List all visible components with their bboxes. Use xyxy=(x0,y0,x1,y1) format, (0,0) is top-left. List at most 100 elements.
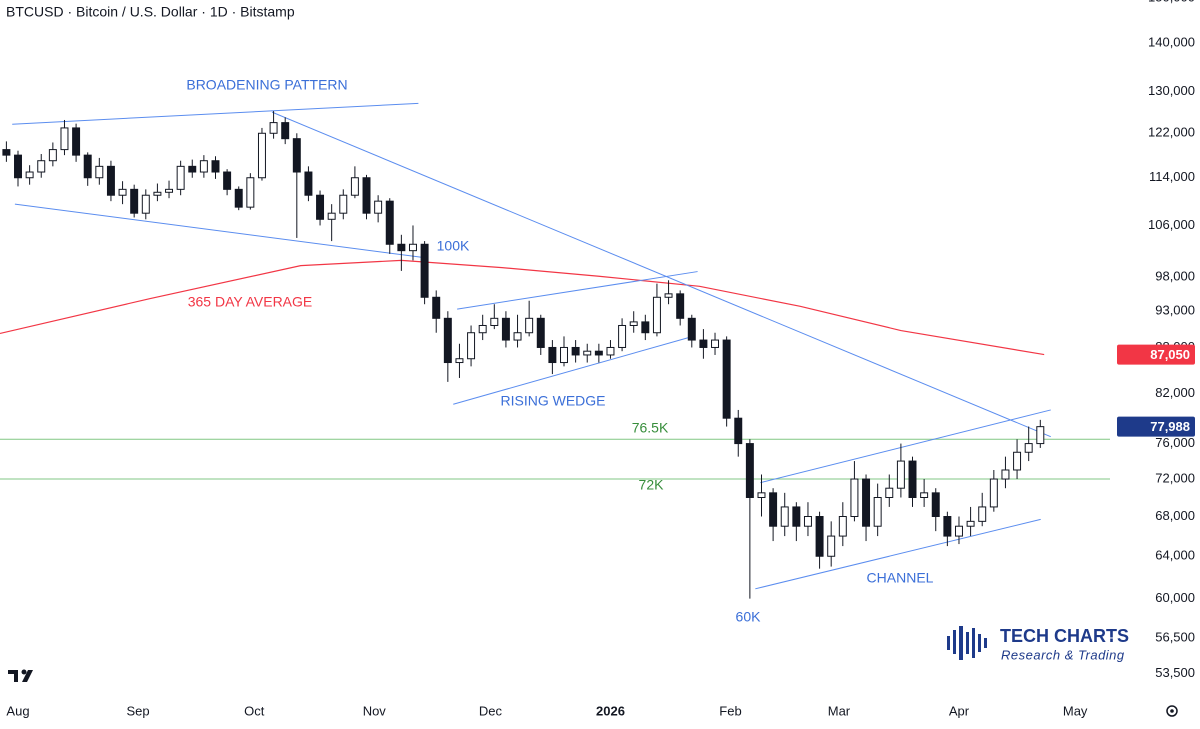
candle-body xyxy=(188,165,197,173)
candle-body xyxy=(850,478,859,518)
candle-body xyxy=(478,324,487,334)
candle-body xyxy=(606,346,615,356)
candle-body xyxy=(792,506,801,527)
y-tick-label: 56,500 xyxy=(1155,629,1195,644)
candle-body xyxy=(1036,426,1045,445)
y-tick-label: 76,000 xyxy=(1155,435,1195,450)
candle-body xyxy=(769,492,778,527)
candle-body xyxy=(153,191,162,196)
trendline xyxy=(271,111,1051,438)
x-tick-label: Aug xyxy=(6,703,29,718)
candle-body xyxy=(536,317,545,348)
candle-body xyxy=(885,487,894,499)
price-badge xyxy=(1117,344,1195,365)
candle-body xyxy=(72,127,81,156)
candle-body xyxy=(2,149,11,156)
candle-body xyxy=(176,165,185,190)
candle-body xyxy=(641,321,650,334)
candle-body xyxy=(652,296,661,334)
candle-body xyxy=(48,149,57,162)
candle-body xyxy=(165,188,174,193)
candle-body xyxy=(711,339,720,348)
annotation: BROADENING PATTERN xyxy=(186,77,347,93)
annotation: 100K xyxy=(437,238,470,254)
candle-body xyxy=(257,132,266,179)
y-tick-label: 72,000 xyxy=(1155,470,1195,485)
candle-body xyxy=(943,516,952,537)
price-badge xyxy=(1117,416,1195,437)
candle-body xyxy=(95,165,104,179)
candle-body xyxy=(513,332,522,341)
axes: 53,500 56,500 60,000 64,000 68,000 72,000 76,0… xyxy=(6,0,1195,718)
y-tick-label: 53,500 xyxy=(1155,665,1195,680)
brand-logo-icon xyxy=(947,626,987,660)
candle-body xyxy=(130,188,139,214)
trendline xyxy=(12,102,419,125)
candle-body xyxy=(1013,451,1022,471)
overlays xyxy=(0,102,1110,590)
candle-body xyxy=(664,293,673,298)
x-tick-label: May xyxy=(1063,703,1088,718)
candle-body xyxy=(385,200,394,245)
candle-body xyxy=(467,332,476,360)
candle-body xyxy=(548,346,557,364)
y-tick-label: 130,000 xyxy=(1148,83,1195,98)
y-tick-label: 114,000 xyxy=(1149,169,1195,184)
moving-average-line xyxy=(0,259,1045,356)
candle-body xyxy=(745,443,754,499)
candle-body xyxy=(734,417,743,445)
annotation: 76.5K xyxy=(632,420,669,436)
candle-body xyxy=(106,165,115,196)
annotation: 72K xyxy=(639,477,665,493)
candle-body xyxy=(896,460,905,489)
price-badge-label: 87,050 xyxy=(1150,347,1190,362)
candle-body xyxy=(838,516,847,537)
candle-body xyxy=(722,339,731,419)
candle-body xyxy=(246,177,255,208)
annotation: CHANNEL xyxy=(867,570,934,586)
candle-body xyxy=(827,535,836,557)
candle-body xyxy=(676,293,685,319)
chart-title: BTCUSD · Bitcoin / U.S. Dollar · 1D · Bi… xyxy=(6,4,295,20)
y-tick-label: 122,000 xyxy=(1148,125,1195,140)
candle-body xyxy=(141,194,150,214)
candle-body xyxy=(978,506,987,522)
y-tick-label: 93,000 xyxy=(1155,303,1195,318)
candle-body xyxy=(118,188,127,196)
x-tick-label: Dec xyxy=(479,703,503,718)
candle-body xyxy=(304,171,313,196)
candle-body xyxy=(560,346,568,364)
annotation: 60K xyxy=(736,609,762,625)
candle-body xyxy=(803,516,812,527)
candles xyxy=(2,111,1045,599)
x-tick-label: Mar xyxy=(828,703,851,718)
candle-body xyxy=(339,194,348,214)
candle-body xyxy=(316,194,325,220)
candle-body xyxy=(432,296,441,319)
y-tick-label: 82,000 xyxy=(1155,385,1195,400)
x-tick-label: Sep xyxy=(126,703,149,718)
candle-body xyxy=(966,520,975,527)
y-tick-label: 60,000 xyxy=(1155,590,1195,605)
candle-body xyxy=(223,171,232,190)
trendline xyxy=(457,271,698,310)
candle-body xyxy=(989,478,998,508)
trendline xyxy=(453,336,691,405)
candle-body xyxy=(1001,469,1010,480)
candle-body xyxy=(397,243,406,252)
candle-body xyxy=(37,160,46,173)
candle-body xyxy=(780,506,789,527)
settings-icon[interactable] xyxy=(1166,705,1178,717)
candle-body xyxy=(618,324,627,348)
y-tick-label: 106,000 xyxy=(1148,217,1195,232)
candle-body xyxy=(14,154,22,179)
candle-body xyxy=(408,243,417,252)
candle-body xyxy=(873,497,882,527)
x-tick-label: 2026 xyxy=(596,703,625,718)
trendline xyxy=(755,518,1041,590)
candle-body xyxy=(954,525,963,537)
x-tick-label: Feb xyxy=(719,703,741,718)
candle-body xyxy=(281,122,290,140)
